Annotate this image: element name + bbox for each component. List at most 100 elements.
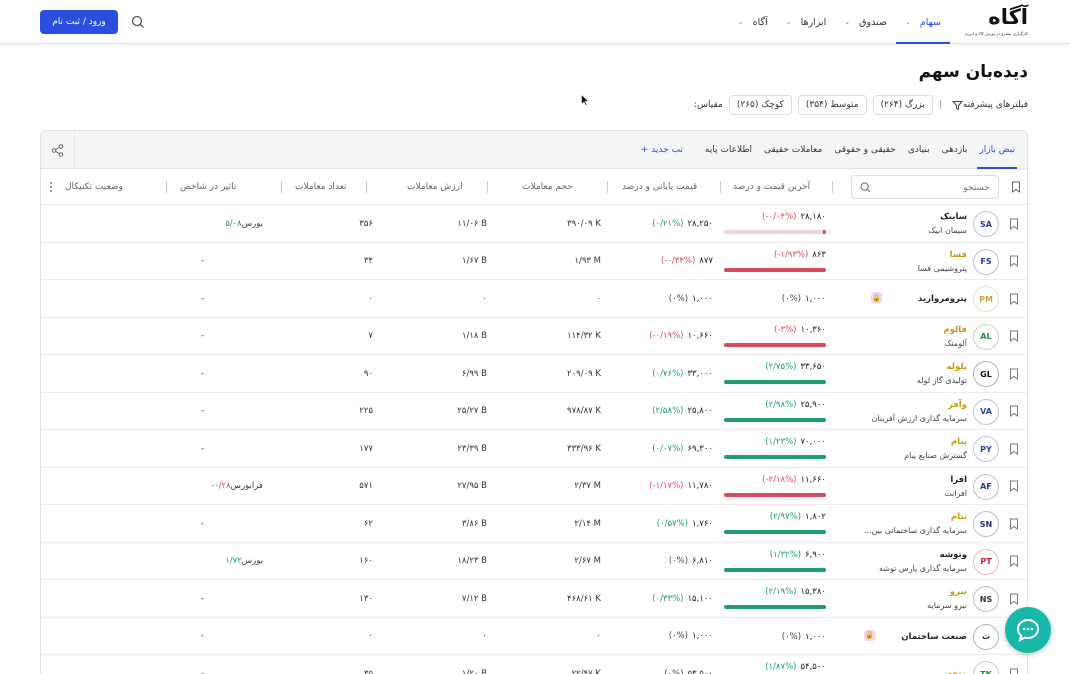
advanced-filters-button[interactable]: فیلترهای پیشرفته — [948, 100, 1028, 111]
tab[interactable]: نبض بازار — [973, 131, 1021, 169]
symbol-name[interactable]: ثنام — [950, 512, 967, 522]
bookmark-icon[interactable] — [1007, 543, 1021, 580]
company-name: سرمایه گذاری پارس توشه — [879, 563, 967, 573]
column-divider — [166, 181, 167, 193]
column-count[interactable]: تعداد معاملات — [295, 182, 347, 192]
table-row[interactable]: PM پترومروارید 🔒 (۰%) ۱,۰۰۰ (۰%) ۱,۰۰۰ ۰ ۰ ۰- — [41, 280, 1027, 318]
column-value[interactable]: ارزش معاملات — [407, 182, 463, 192]
last-price-percent: (-۰/۰۴%) — [762, 212, 797, 222]
scale-small-chip[interactable]: کوچک (۲۶۵) — [728, 95, 792, 115]
table-row[interactable]: VA وآفر سرمایه گذاری ارزش آفرینان (۲/۹۸%) ۲۵… — [41, 392, 1027, 430]
bookmark-icon[interactable] — [1007, 430, 1021, 467]
table-row[interactable]: SN ثنام سرمایه گذاری ساختمانی بین... (۲/۹۷%… — [41, 505, 1027, 543]
close-price: (۰/۳۳%) ۱۵,۱۰۰ — [609, 580, 713, 617]
table-row[interactable]: FS فسا پتروشیمی فسا (-۱/۹۳%) ۸۶۳ (-۰/۳۴%) ۸۷۷ ۱… — [41, 242, 1027, 280]
close-price: (-۱/۱۷%) ۱۱,۷۸۰ — [609, 468, 713, 505]
login-register-button[interactable]: ورود / ثبت نام — [40, 10, 118, 34]
bookmark-icon[interactable] — [1007, 318, 1021, 355]
table-row[interactable]: GL پلوله تولیدی گاز لوله (۲/۷۵%) ۳۳,۶۵۰ (۰/۷۶… — [41, 355, 1027, 393]
bookmark-icon[interactable] — [1007, 393, 1021, 430]
search-input[interactable] — [880, 180, 990, 195]
last-price-value: ۸۶۳ — [812, 249, 826, 260]
last-price-percent: (۱/۲۳%) — [765, 437, 797, 447]
symbol-name[interactable]: افرا — [950, 474, 967, 485]
price-range-bar — [724, 455, 826, 459]
symbol-name[interactable]: وآفر — [947, 399, 967, 410]
nav-item[interactable]: ابزارها ⌄ — [777, 0, 836, 44]
share-button[interactable] — [41, 131, 75, 169]
bookmark-icon[interactable] — [1007, 505, 1021, 542]
last-price: (۱/۳۲%) ۶,۹۰۰ — [724, 550, 826, 560]
symbol-name[interactable]: فالوم — [943, 324, 967, 335]
impact-value: ۵/۰۸ — [225, 218, 242, 229]
bookmark-icon[interactable] — [1007, 580, 1021, 617]
close-price-value: ۸۷۷ — [699, 256, 713, 266]
symbol-name[interactable]: پلوله — [946, 362, 967, 372]
last-price-percent: (۰%) — [781, 631, 802, 642]
symbol-name[interactable]: پیام — [950, 437, 967, 447]
new-tab-button[interactable]: + تب جدید — [640, 145, 683, 155]
search-icon[interactable] — [131, 15, 145, 29]
table-row[interactable]: AF افرا افرانت (-۲/۱۸%) ۱۱,۶۶۰ (-۱/۱۷%) ۱۱,۷۸۰… — [41, 467, 1027, 505]
column-volume[interactable]: حجم معاملات — [522, 182, 573, 192]
column-close-price[interactable]: قیمت پایانی و درصد — [622, 182, 698, 192]
trade-volume: ۳۹۰/۰۹ K — [567, 218, 601, 229]
bookmark-icon[interactable] — [1007, 655, 1021, 674]
symbol-name[interactable]: فسا — [949, 249, 967, 260]
symbol-name[interactable]: سایبک — [940, 212, 967, 222]
page-title: دیده‌بان سهم — [918, 62, 1028, 82]
table-row[interactable]: NS نیرو نیرو سرمایه (۲/۱۹%) ۱۵,۳۸۰ (۰/۳۳%) ۱۵,… — [41, 580, 1027, 618]
last-price-value: ۱۱,۶۶۰ — [800, 474, 826, 485]
close-price: (-۰/۳۴%) ۸۷۷ — [609, 243, 713, 280]
trade-count: ۰ — [368, 293, 373, 304]
chat-support-button[interactable] — [1005, 607, 1051, 653]
scale-medium-chip[interactable]: متوسط (۳۵۴) — [797, 95, 867, 115]
agah-logo[interactable]: آگاه کارگزاری پیشرو در بورس کالا و انرژی — [964, 5, 1029, 39]
table-row[interactable]: AL فالوم آلومتک (-۳%) ۱۰,۳۶۰ (-۰/۱۹%) ۱۰,۶۶۰ ۱۱… — [41, 317, 1027, 355]
column-last-price[interactable]: آخرین قیمت و درصد — [733, 182, 811, 192]
company-name: افرانت — [944, 488, 967, 498]
nav-item[interactable]: آگاه ⌄ — [729, 0, 777, 44]
symbol-name[interactable]: وتوشه — [939, 549, 967, 560]
bookmark-icon[interactable] — [1007, 205, 1021, 242]
nav-item[interactable]: صندوق ⌄ — [835, 0, 896, 44]
last-price: (-۱/۹۳%) ۸۶۳ — [724, 250, 826, 260]
price-range-fill — [822, 230, 826, 234]
tab[interactable]: حقیقی و حقوقی — [834, 145, 896, 155]
column-index-impact[interactable]: تاثیر در شاخص — [180, 182, 237, 192]
tab[interactable]: بنیادی — [907, 145, 930, 155]
bookmark-all-icon[interactable] — [1011, 169, 1021, 205]
table-row[interactable]: PT وتوشه سرمایه گذاری پارس توشه (۱/۳۲%) ۶,۹۰… — [41, 542, 1027, 580]
price-range-fill — [724, 380, 826, 384]
tab[interactable]: بازدهی — [941, 145, 968, 155]
table-row[interactable]: TK وتخوز (۱/۸۷%) ۵۴,۵۰۰ (۰%) ۵۳,۵۰۰ ۲۲/۴۷ K ۱/۲… — [41, 655, 1027, 674]
symbol-logo: NS — [973, 586, 999, 612]
table-row[interactable]: PY پیام گسترش صنایع پیام (۱/۲۳%) ۷۰,۰۰۰ (۰/۰۷… — [41, 430, 1027, 468]
index-impact: ۵/۰۸ بورس — [181, 205, 263, 242]
bookmark-icon[interactable] — [1007, 280, 1021, 317]
impact-market: بورس — [241, 218, 263, 229]
mouse-cursor-icon — [581, 94, 589, 106]
last-price-percent: (۲/۱۹%) — [765, 587, 797, 597]
nav-item[interactable]: سهام ⌄ — [896, 0, 950, 44]
column-options-icon[interactable] — [49, 169, 53, 205]
share-icon — [51, 143, 64, 157]
bookmark-icon[interactable] — [1007, 243, 1021, 280]
bookmark-icon[interactable] — [1007, 355, 1021, 392]
chevron-down-icon: ⌄ — [737, 18, 744, 26]
scale-large-chip[interactable]: بزرگ (۲۶۴) — [872, 95, 933, 115]
symbol-name[interactable]: پترومروارید — [918, 294, 967, 304]
close-price-percent: (۰/۷۶%) — [652, 368, 684, 379]
symbol-name[interactable]: نیرو — [949, 587, 967, 597]
symbol-search[interactable] — [851, 175, 999, 199]
bookmark-icon[interactable] — [1007, 468, 1021, 505]
symbol-logo: TK — [973, 661, 999, 674]
symbol-name[interactable]: وتخوز — [942, 669, 967, 674]
table-row[interactable]: ت صنعت ساختمان 🔒 (۰%) ۱,۰۰۰ (۰%) ۱,۰۰۰ ۰ ۰ ۰- — [41, 617, 1027, 655]
symbol-name[interactable]: صنعت ساختمان — [901, 631, 967, 642]
tab[interactable]: اطلاعات پایه — [704, 145, 752, 155]
last-price-value: ۲۸,۱۸۰ — [800, 212, 826, 222]
table-row[interactable]: SA سایبک سیمان ابیک (-۰/۰۴%) ۲۸,۱۸۰ (۰/۲۱%) ۲۸… — [41, 205, 1027, 243]
tab[interactable]: معاملات حقیقی — [763, 145, 823, 155]
column-technical[interactable]: وضعیت تکنیکال — [65, 182, 123, 192]
